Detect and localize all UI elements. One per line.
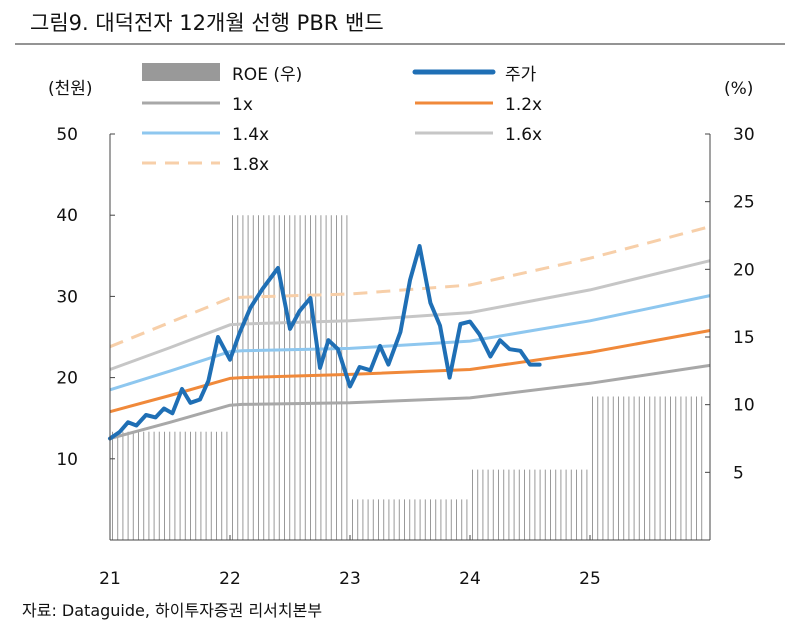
roe-bar-3: [352, 499, 468, 540]
right-tick-label-15: 15: [733, 328, 755, 348]
legend-label-1-6x: 1.6x: [505, 125, 542, 145]
legend-label-1-2x: 1.2x: [505, 95, 542, 115]
x-tick-label-24: 24: [459, 569, 481, 589]
roe-bar-5: [592, 396, 703, 540]
legend-swatch-roe: [142, 63, 220, 81]
roe-bar-4: [472, 469, 588, 540]
legend: ROE (우) 주가 1x 1.2x 1.4x 1.6x 1.8x: [142, 63, 542, 175]
chart-title: 그림9. 대덕전자 12개월 선행 PBR 밴드: [30, 11, 384, 35]
left-axis-unit: (천원): [48, 79, 93, 99]
right-tick-label-5: 5: [733, 463, 744, 483]
left-tick-label-50: 50: [56, 125, 78, 145]
right-axis-unit: (%): [724, 79, 753, 99]
right-tick-label-10: 10: [733, 396, 755, 416]
right-tick-label-20: 20: [733, 260, 755, 280]
source-note: 자료: Dataguide, 하이투자증권 리서치본부: [22, 601, 322, 620]
roe-bars: [112, 215, 703, 540]
x-tick-label-21: 21: [99, 569, 121, 589]
x-tick-label-22: 22: [219, 569, 241, 589]
axes: 10 20 30 40 50 5 10 15 20 25 30 21 22 23 24 25: [56, 125, 754, 589]
pbr-bands: [109, 225, 711, 440]
left-tick-label-40: 40: [56, 206, 78, 226]
legend-label-1-8x: 1.8x: [232, 155, 269, 175]
price-series: [108, 244, 542, 441]
band-1-8x: [109, 225, 711, 349]
legend-label-roe: ROE (우): [232, 65, 302, 85]
left-tick-label-10: 10: [56, 450, 78, 470]
band-1-6x: [109, 259, 711, 371]
left-tick-label-20: 20: [56, 369, 78, 389]
x-tick-label-23: 23: [339, 569, 361, 589]
right-tick-label-30: 30: [733, 125, 755, 145]
band-1x: [109, 363, 711, 440]
legend-label-price: 주가: [505, 65, 537, 85]
left-tick-label-30: 30: [56, 287, 78, 307]
legend-label-1-4x: 1.4x: [232, 125, 269, 145]
price-line: [108, 244, 542, 441]
roe-bar-1: [112, 431, 228, 540]
legend-label-1x: 1x: [232, 95, 253, 115]
right-tick-label-25: 25: [733, 193, 755, 213]
band-1-4x: [109, 294, 711, 392]
x-tick-label-25: 25: [579, 569, 601, 589]
